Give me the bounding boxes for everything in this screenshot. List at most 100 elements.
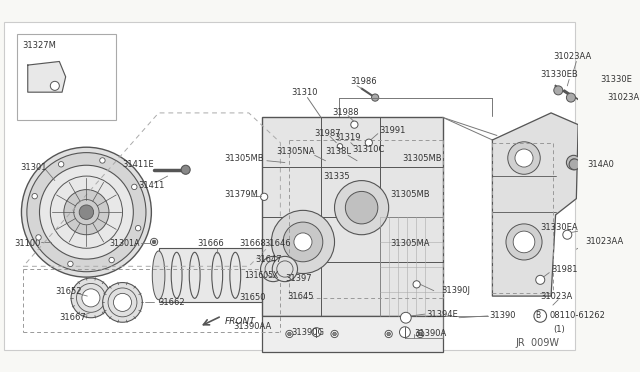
- Circle shape: [132, 184, 137, 190]
- Text: FRONT: FRONT: [225, 317, 255, 326]
- Circle shape: [419, 332, 422, 336]
- Bar: [17, 35, 116, 120]
- Text: 3138L: 3138L: [326, 147, 351, 156]
- Circle shape: [513, 231, 535, 253]
- Bar: [262, 316, 443, 352]
- Circle shape: [79, 205, 93, 219]
- Text: (1): (1): [553, 325, 564, 334]
- Text: 31666: 31666: [197, 239, 224, 248]
- Circle shape: [58, 161, 64, 167]
- Text: 31390AA: 31390AA: [234, 322, 272, 331]
- Text: 31986: 31986: [351, 77, 378, 86]
- Circle shape: [351, 121, 358, 128]
- Circle shape: [417, 330, 424, 337]
- Circle shape: [515, 149, 533, 167]
- Text: 31390A: 31390A: [414, 330, 446, 339]
- Circle shape: [32, 193, 37, 199]
- Text: 31650: 31650: [240, 294, 266, 302]
- Circle shape: [401, 312, 412, 323]
- Text: 31305MB: 31305MB: [225, 154, 264, 163]
- Circle shape: [109, 257, 115, 263]
- Text: 31100: 31100: [14, 239, 40, 248]
- Text: 31310C: 31310C: [353, 144, 385, 154]
- Text: 31379M: 31379M: [225, 190, 259, 199]
- Circle shape: [283, 222, 323, 262]
- Circle shape: [506, 224, 542, 260]
- Text: 31330E: 31330E: [601, 75, 632, 84]
- Text: 31301A: 31301A: [109, 239, 140, 248]
- Circle shape: [102, 283, 142, 322]
- Text: 31397: 31397: [285, 273, 312, 282]
- Circle shape: [365, 139, 372, 146]
- Text: 31330EA: 31330EA: [540, 223, 578, 232]
- Text: 31668: 31668: [240, 239, 266, 248]
- Text: 31305MB: 31305MB: [402, 154, 442, 163]
- Circle shape: [71, 278, 111, 318]
- Text: 31330EB: 31330EB: [540, 70, 578, 78]
- Text: 31411E: 31411E: [122, 160, 154, 169]
- Circle shape: [260, 256, 286, 282]
- Text: 31390G: 31390G: [291, 328, 324, 337]
- Text: 31305MA: 31305MA: [390, 239, 430, 248]
- Circle shape: [51, 81, 60, 90]
- Circle shape: [337, 144, 342, 149]
- Circle shape: [333, 332, 337, 336]
- Circle shape: [64, 190, 109, 235]
- Circle shape: [372, 94, 379, 101]
- Circle shape: [508, 142, 540, 174]
- Text: 31988: 31988: [333, 108, 359, 118]
- Ellipse shape: [152, 251, 165, 300]
- Text: 31023A: 31023A: [540, 292, 573, 301]
- Circle shape: [566, 93, 575, 102]
- Text: 31023AB: 31023AB: [607, 93, 640, 102]
- Circle shape: [569, 159, 580, 170]
- Circle shape: [27, 153, 146, 272]
- Circle shape: [554, 86, 563, 95]
- Circle shape: [272, 256, 298, 282]
- Text: 31662: 31662: [159, 298, 185, 307]
- Circle shape: [385, 330, 392, 337]
- Circle shape: [331, 330, 338, 337]
- Circle shape: [563, 230, 572, 239]
- Text: 31310: 31310: [291, 88, 317, 97]
- Text: B: B: [535, 311, 540, 320]
- Circle shape: [294, 233, 312, 251]
- Circle shape: [536, 275, 545, 284]
- Circle shape: [181, 165, 190, 174]
- Bar: [159, 248, 276, 302]
- Circle shape: [22, 147, 152, 277]
- Circle shape: [113, 294, 132, 311]
- Circle shape: [346, 192, 378, 224]
- Text: 31652: 31652: [55, 287, 81, 296]
- Text: 31991: 31991: [380, 126, 406, 135]
- Circle shape: [566, 155, 581, 170]
- Text: 31646: 31646: [264, 239, 291, 248]
- Text: 31023AA: 31023AA: [586, 237, 623, 246]
- Circle shape: [335, 180, 388, 235]
- Circle shape: [413, 281, 420, 288]
- Circle shape: [271, 210, 335, 273]
- Text: 31305NA: 31305NA: [276, 147, 314, 156]
- Text: 08110-61262: 08110-61262: [549, 311, 605, 320]
- Circle shape: [570, 159, 577, 166]
- Text: 31647: 31647: [255, 256, 282, 264]
- Circle shape: [399, 327, 410, 337]
- Circle shape: [150, 238, 157, 246]
- Circle shape: [40, 165, 133, 259]
- Text: 131605X: 131605X: [244, 271, 278, 280]
- Ellipse shape: [268, 248, 284, 302]
- Circle shape: [387, 332, 390, 336]
- Polygon shape: [28, 61, 66, 92]
- Text: 31319: 31319: [335, 133, 361, 142]
- Text: 314A0: 314A0: [587, 160, 614, 169]
- Circle shape: [68, 261, 73, 267]
- Circle shape: [82, 289, 100, 307]
- Text: 31390: 31390: [490, 311, 516, 320]
- Text: 31390J: 31390J: [441, 286, 470, 295]
- Text: 31394E: 31394E: [427, 310, 458, 319]
- Circle shape: [287, 332, 291, 336]
- Text: 31327M: 31327M: [22, 41, 56, 50]
- Text: 31667: 31667: [60, 313, 86, 322]
- Circle shape: [593, 94, 600, 101]
- Text: 31987: 31987: [315, 129, 341, 138]
